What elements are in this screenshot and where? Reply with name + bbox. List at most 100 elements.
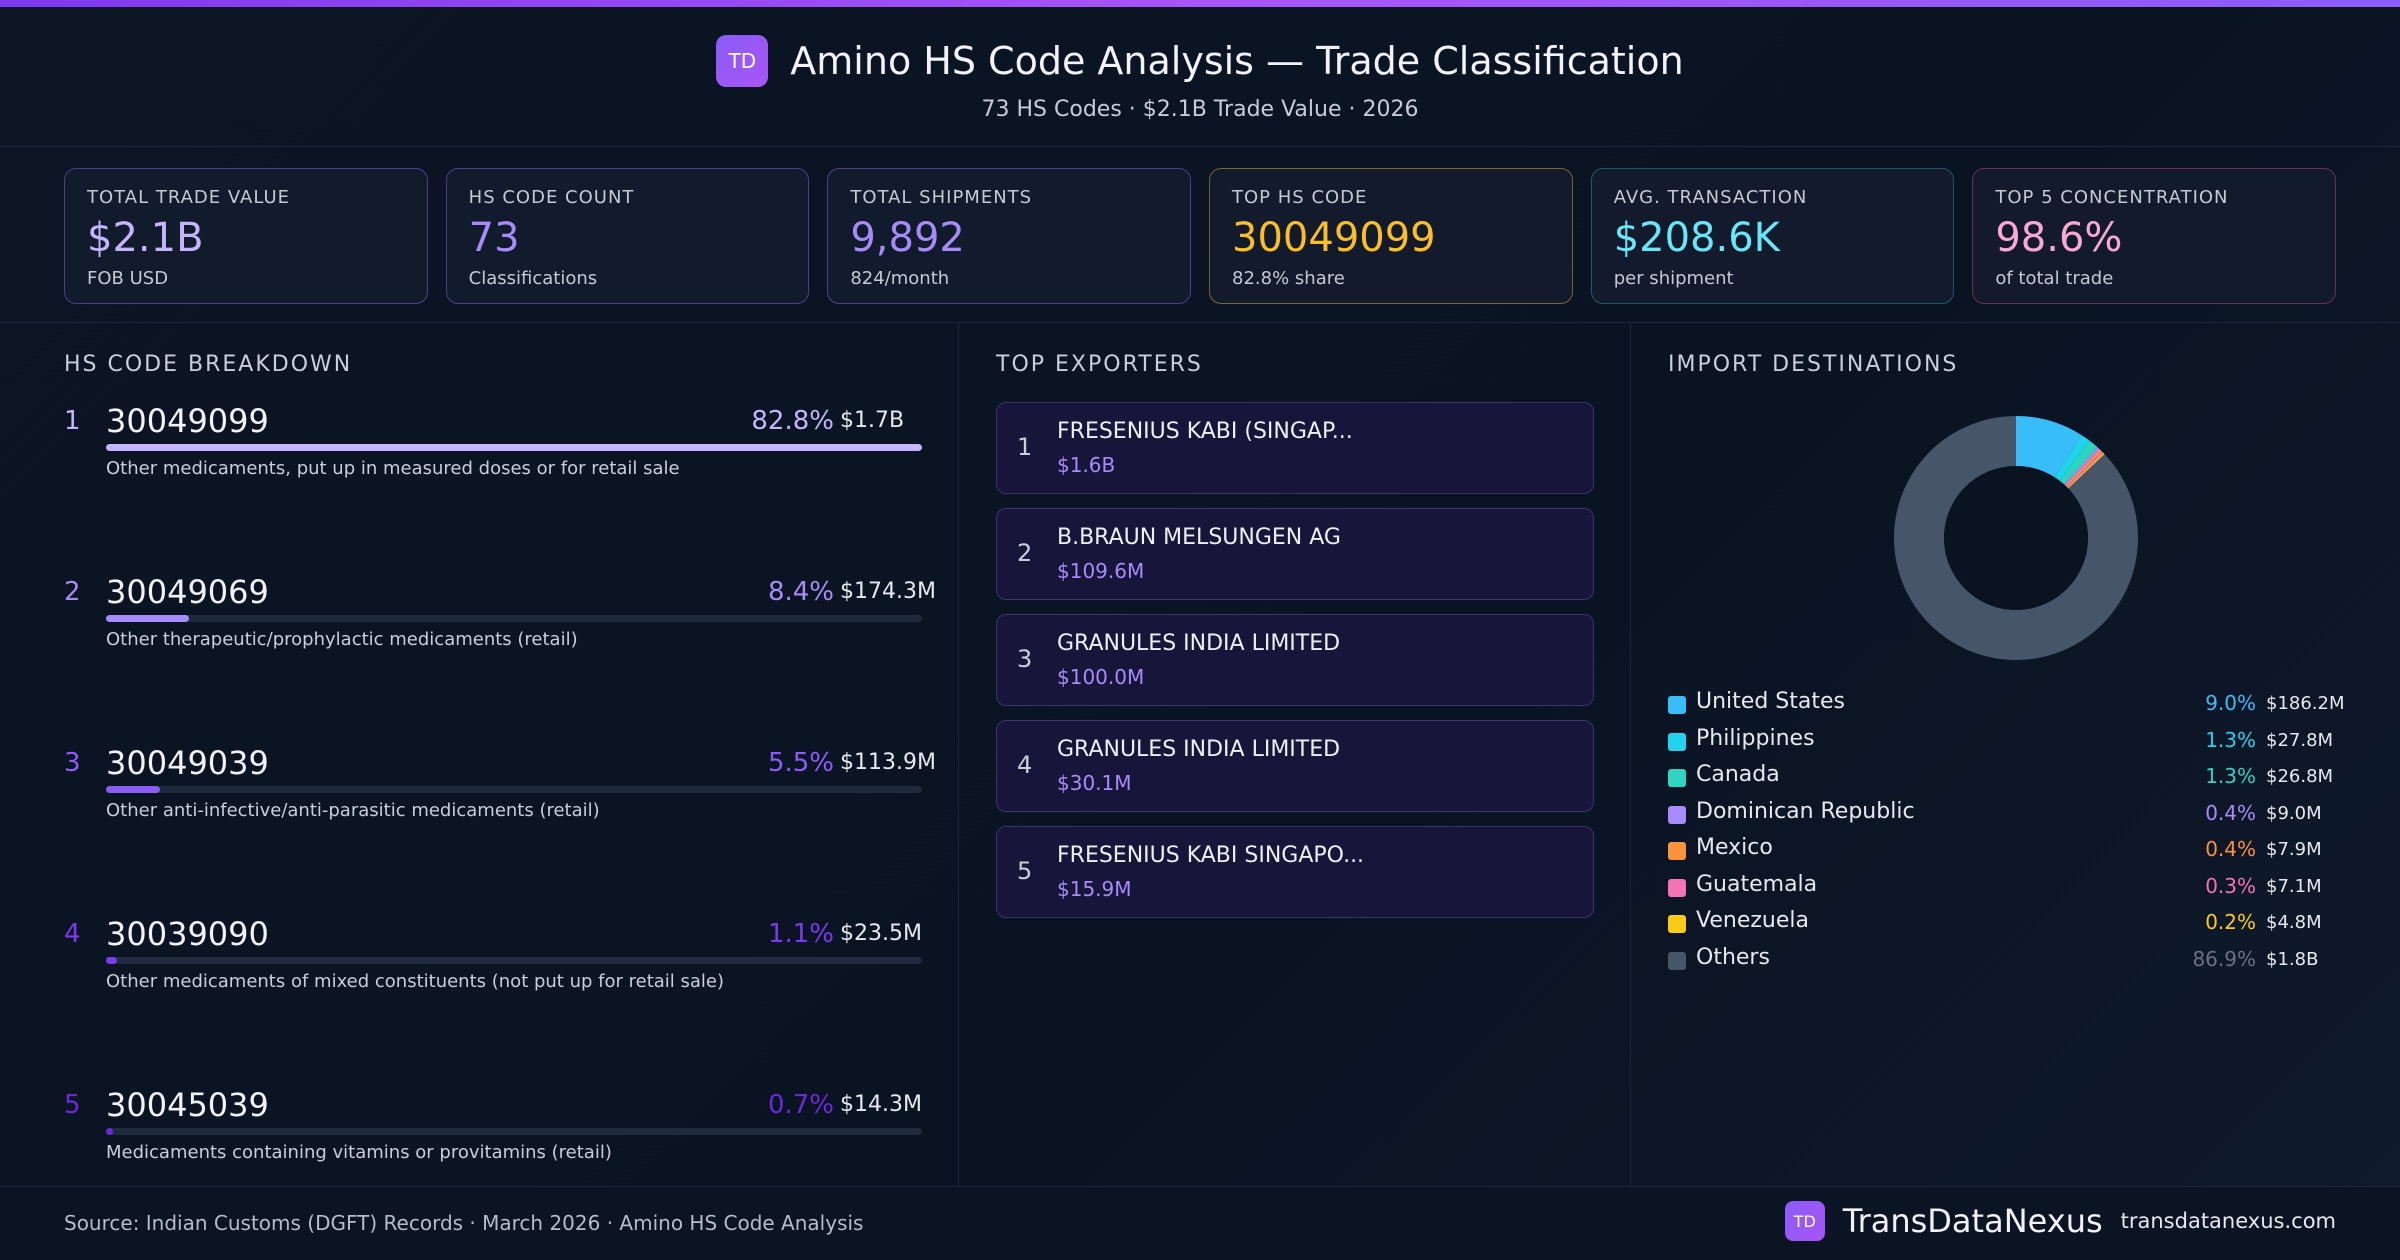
exporter-rank: 4: [1017, 751, 1033, 779]
kpi-row: TOTAL TRADE VALUE $2.1B FOB USD HS CODE …: [64, 168, 2337, 304]
legend-swatch: [1668, 951, 1686, 970]
hs-description: Other therapeutic/prophylactic medicamen…: [106, 629, 578, 650]
section-divider: [0, 322, 2400, 323]
top-exporters-title: TOP EXPORTERS: [996, 352, 1203, 377]
hs-code-label: 30049099: [106, 402, 269, 440]
legend-label: Canada: [1696, 762, 1780, 787]
kpi-value: $208.6K: [1613, 215, 1780, 261]
kpi-label: TOTAL TRADE VALUE: [87, 187, 291, 208]
hs-value-label: $23.5M: [840, 921, 922, 946]
hs-value-label: $113.9M: [840, 750, 936, 775]
legend-share: 0.3%: [2205, 873, 2256, 898]
exporter-card[interactable]: 3 GRANULES INDIA LIMITED $100.0M: [996, 614, 1594, 706]
kpi-card-avg-transaction: AVG. TRANSACTION $208.6K per shipment: [1590, 168, 1955, 304]
hs-bar: [106, 786, 161, 793]
kpi-value: $2.1B: [87, 215, 204, 261]
hs-code-row: 2 30049069 8.4% $174.3M Other therapeutic/pr…: [64, 573, 936, 683]
kpi-sub: FOB USD: [87, 268, 169, 289]
hs-value-label: $174.3M: [840, 579, 936, 604]
hs-value-label: $1.7B: [840, 408, 905, 433]
legend-swatch: [1668, 732, 1686, 751]
legend-label: Venezuela: [1696, 908, 1809, 933]
hs-code-label: 30039090: [106, 915, 269, 953]
hs-value-label: $14.3M: [840, 1092, 922, 1117]
legend-share: 86.9%: [2192, 946, 2256, 971]
hs-description: Medicaments containing vitamins or provi…: [106, 1142, 612, 1163]
kpi-label: TOP 5 CONCENTRATION: [1995, 187, 2229, 208]
legend-value: $26.8M: [2266, 766, 2334, 787]
legend-swatch: [1668, 696, 1686, 714]
kpi-value: 30049099: [1232, 215, 1436, 261]
legend-item: Dominican Republic 0.4% $9.0M: [1668, 799, 2352, 829]
legend-value: $4.8M: [2266, 912, 2322, 933]
brand-url-link[interactable]: transdatanexus.com: [2120, 1209, 2336, 1233]
hs-bar-track: [106, 444, 922, 451]
destinations-donut-chart: [1894, 416, 2138, 660]
donut-slice-others: [1894, 416, 2138, 660]
legend-label: Dominican Republic: [1696, 798, 1915, 824]
kpi-label: HS CODE COUNT: [468, 187, 635, 208]
page-footer: Source: Indian Customs (DGFT) Records · …: [0, 1186, 2400, 1260]
column-divider: [958, 322, 959, 1186]
legend-value: $186.2M: [2266, 693, 2345, 714]
kpi-value: 73: [468, 215, 520, 261]
legend-label: Philippines: [1696, 725, 1815, 751]
exporter-card[interactable]: 4 GRANULES INDIA LIMITED $30.1M: [996, 720, 1594, 812]
kpi-sub: of total trade: [1995, 268, 2114, 289]
hs-rank: 3: [64, 748, 81, 778]
hs-share-label: 5.5%: [767, 748, 834, 778]
hs-share-label: 1.1%: [767, 919, 834, 949]
hs-breakdown-title: HS CODE BREAKDOWN: [64, 352, 353, 377]
exporter-name: FRESENIUS KABI (SINGAP...: [1057, 419, 1353, 444]
hs-share-label: 82.8%: [751, 406, 834, 436]
accent-bar: [0, 0, 2400, 7]
brand-name: TransDataNexus: [1842, 1202, 2103, 1240]
hs-rank: 1: [64, 406, 81, 436]
kpi-value: 9,892: [850, 215, 965, 261]
donut-hole: [1944, 466, 2088, 610]
donut-slice-canada: [2059, 440, 2098, 485]
exporter-rank: 3: [1017, 645, 1033, 673]
hs-rank: 2: [64, 577, 81, 607]
legend-share: 0.4%: [2205, 837, 2256, 861]
exporter-name: GRANULES INDIA LIMITED: [1057, 631, 1341, 656]
donut-slice-philippines: [2054, 435, 2090, 481]
exporter-value: $109.6M: [1057, 559, 1145, 583]
legend-value: $7.9M: [2266, 839, 2322, 860]
legend-label: Guatemala: [1696, 871, 1818, 897]
legend-label: United States: [1696, 689, 1845, 714]
exporter-card[interactable]: 1 FRESENIUS KABI (SINGAP... $1.6B: [996, 402, 1594, 494]
legend-swatch: [1668, 842, 1686, 860]
exporter-value: $100.0M: [1057, 665, 1145, 689]
exporter-card[interactable]: 5 FRESENIUS KABI SINGAPO... $15.9M: [996, 826, 1594, 918]
hs-share-label: 0.7%: [767, 1090, 834, 1120]
legend-label: Others: [1696, 944, 1770, 970]
legend-item: Guatemala 0.3% $7.1M: [1668, 872, 2352, 902]
exporter-value: $15.9M: [1057, 877, 1132, 901]
legend-share: 0.2%: [2205, 910, 2256, 934]
kpi-label: AVG. TRANSACTION: [1613, 187, 1808, 208]
legend-label: Mexico: [1696, 835, 1773, 860]
hs-bar: [106, 444, 922, 451]
legend-swatch: [1668, 769, 1686, 787]
legend-share: 9.0%: [2205, 691, 2256, 715]
kpi-card-total-trade-value: TOTAL TRADE VALUE $2.1B FOB USD: [64, 168, 428, 304]
page-header: TD Amino HS Code Analysis — Trade Classi…: [0, 7, 2400, 147]
exporter-card[interactable]: 2 B.BRAUN MELSUNGEN AG $109.6M: [996, 508, 1594, 600]
kpi-card-top5-concentration: TOP 5 CONCENTRATION 98.6% of total trade: [1972, 168, 2337, 304]
exporter-rank: 1: [1017, 433, 1033, 461]
donut-slice-dominican-republic: [2064, 447, 2100, 486]
kpi-card-top-hs-code: TOP HS CODE 30049099 82.8% share: [1209, 168, 1573, 304]
kpi-card-total-shipments: TOTAL SHIPMENTS 9,892 824/month: [827, 168, 1192, 304]
hs-description: Other anti-infective/anti-parasitic medi…: [106, 800, 600, 821]
legend-item: Mexico 0.4% $7.9M: [1668, 835, 2352, 865]
legend-value: $1.8B: [2266, 948, 2319, 970]
hs-code-row: 3 30049039 5.5% $113.9M Other anti-infective…: [64, 744, 936, 854]
hs-code-row: 5 30045039 0.7% $14.3M Medicaments containin…: [64, 1086, 930, 1196]
title-row: TD Amino HS Code Analysis — Trade Classi…: [0, 35, 2400, 87]
hs-code-row: 1 30049099 82.8% $1.7B Other medicaments, pu…: [64, 402, 930, 512]
page-title: Amino HS Code Analysis — Trade Classific…: [790, 39, 1684, 83]
footer-brand: TD TransDataNexus transdatanexus.com: [1784, 1201, 2336, 1241]
legend-swatch: [1668, 805, 1686, 824]
hs-code-label: 30049069: [106, 573, 269, 611]
